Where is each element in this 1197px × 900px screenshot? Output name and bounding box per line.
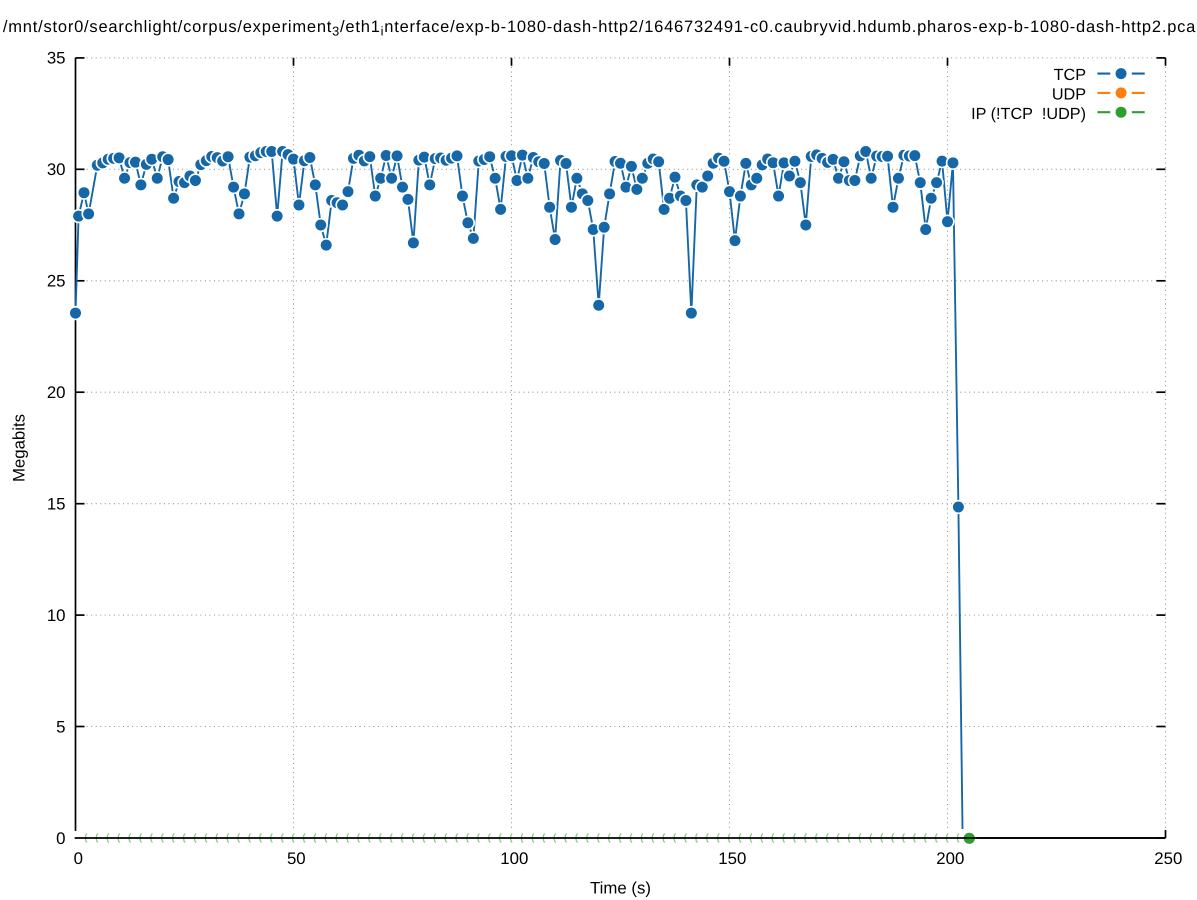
svg-text:IP (!TCP !UDP): IP (!TCP !UDP) (971, 105, 1086, 123)
svg-text:30: 30 (47, 160, 66, 179)
svg-text:/mnt/stor0/searchlight/corpus/: /mnt/stor0/searchlight/corpus/experiment… (3, 18, 1197, 39)
svg-text:20: 20 (47, 383, 66, 402)
svg-text:200: 200 (936, 849, 964, 868)
svg-text:150: 150 (718, 849, 746, 868)
svg-text:50: 50 (287, 849, 306, 868)
svg-text:15: 15 (47, 495, 66, 514)
svg-text:35: 35 (47, 49, 66, 68)
svg-text:UDP: UDP (1052, 86, 1086, 104)
svg-text:25: 25 (47, 272, 66, 291)
svg-text:0: 0 (74, 849, 83, 868)
svg-text:10: 10 (47, 606, 66, 625)
svg-text:Megabits: Megabits (10, 414, 29, 482)
svg-text:0: 0 (56, 829, 65, 848)
svg-text:Time (s): Time (s) (590, 879, 651, 898)
svg-text:100: 100 (500, 849, 528, 868)
svg-text:TCP: TCP (1054, 66, 1086, 84)
svg-text:250: 250 (1154, 849, 1182, 868)
svg-text:5: 5 (56, 717, 65, 736)
